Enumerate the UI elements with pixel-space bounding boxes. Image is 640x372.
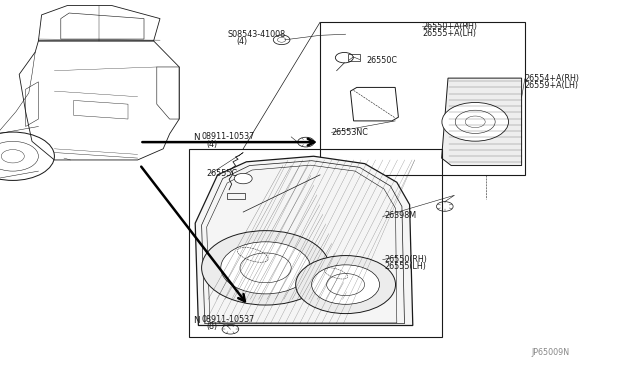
Text: 26550C: 26550C	[366, 56, 397, 65]
Circle shape	[221, 242, 310, 294]
Text: S08543-41008: S08543-41008	[227, 30, 285, 39]
Polygon shape	[195, 156, 413, 326]
Circle shape	[234, 173, 252, 184]
Circle shape	[312, 265, 380, 304]
Text: 26554+A(RH): 26554+A(RH)	[525, 74, 580, 83]
Text: 26555C: 26555C	[206, 169, 237, 178]
Bar	[227, 193, 245, 199]
Circle shape	[202, 231, 330, 305]
Text: 26555+A(LH): 26555+A(LH)	[422, 29, 476, 38]
Bar	[320, 22, 525, 175]
Text: $\mathsf{N}$: $\mathsf{N}$	[193, 131, 201, 142]
Bar	[189, 149, 442, 337]
Text: (4): (4)	[206, 140, 217, 149]
Text: 26559+A(LH): 26559+A(LH)	[525, 81, 579, 90]
Circle shape	[296, 256, 396, 314]
Text: JP65009N: JP65009N	[531, 348, 570, 357]
Text: 08911-10537: 08911-10537	[202, 315, 255, 324]
Bar	[348, 54, 360, 61]
Text: $\mathsf{N}$: $\mathsf{N}$	[193, 314, 201, 325]
Polygon shape	[442, 78, 522, 166]
Text: 26555(LH): 26555(LH)	[384, 262, 426, 271]
Text: (8): (8)	[206, 322, 217, 331]
Text: 08911-10537: 08911-10537	[202, 132, 255, 141]
Text: 26398M: 26398M	[384, 211, 416, 220]
Text: 26550+A(RH): 26550+A(RH)	[422, 22, 477, 31]
Text: (4): (4)	[237, 37, 248, 46]
Text: 26553NC: 26553NC	[332, 128, 369, 137]
Circle shape	[442, 102, 508, 141]
Text: 26550(RH): 26550(RH)	[384, 255, 427, 264]
